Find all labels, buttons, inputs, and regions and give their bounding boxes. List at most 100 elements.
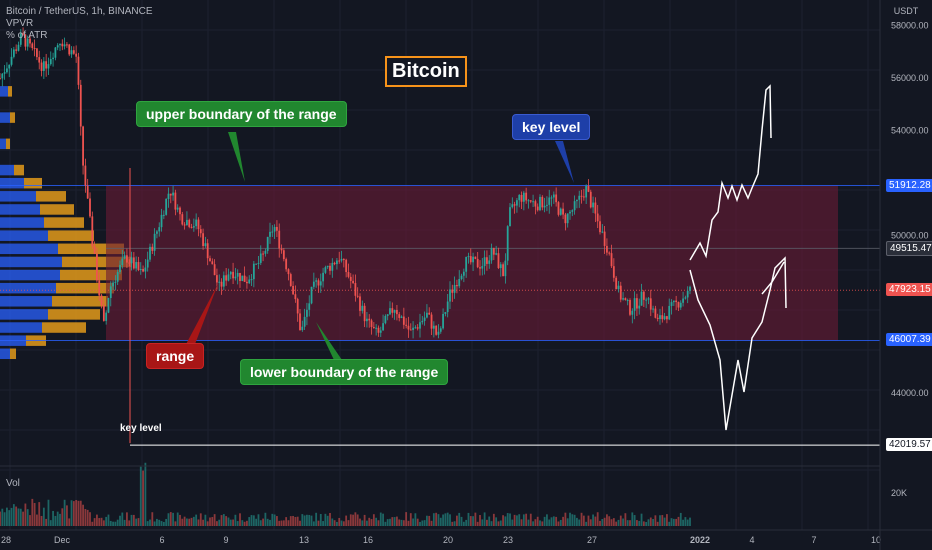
candle-body (576, 199, 578, 202)
candle-body (243, 275, 246, 282)
volume-bar (536, 516, 539, 526)
volume-bar (615, 521, 618, 526)
volume-bar (601, 518, 604, 526)
candle-body (416, 327, 419, 329)
volume-bar (61, 508, 64, 526)
candle-body (638, 305, 641, 309)
candle-body (460, 275, 463, 279)
candle-body (12, 49, 15, 57)
volume-bar (294, 516, 297, 526)
symbol-label[interactable]: Bitcoin / TetherUS, 1h, BINANCE (6, 6, 153, 17)
candle-body (354, 283, 357, 296)
volume-bar (278, 520, 281, 526)
volume-bar (661, 515, 664, 526)
volume-bar (206, 521, 209, 526)
volume-bar (421, 520, 424, 526)
candle-body (592, 202, 594, 208)
candle-body (303, 316, 306, 327)
candle-body (405, 324, 408, 326)
candle-body (204, 243, 207, 246)
candle-body (359, 296, 361, 311)
volume-tick-label: 20K (891, 488, 907, 498)
volume-bar (456, 515, 458, 526)
volume-bar (647, 519, 650, 526)
candle-body (234, 276, 237, 279)
volume-bar (347, 520, 350, 526)
chart-title: Bitcoin (385, 56, 467, 87)
volume-bar (492, 513, 495, 526)
volume-bar (573, 514, 576, 526)
candle-body (446, 301, 449, 313)
candle-body (472, 256, 474, 263)
volume-bar (389, 518, 391, 526)
volume-bar (349, 514, 352, 526)
indicator-vpvr[interactable]: VPVR (6, 18, 34, 29)
volume-bar (109, 520, 112, 526)
volume-bar (439, 517, 442, 526)
candle-body (301, 326, 304, 331)
volume-profile-sell (40, 204, 74, 215)
time-tick-label: 4 (749, 535, 754, 545)
volume-bar (345, 515, 348, 526)
candle-body (72, 50, 75, 54)
lower-callout-pointer (316, 322, 342, 360)
volume-profile-buy (0, 191, 36, 202)
candle-body (167, 193, 170, 199)
volume-bar (453, 521, 456, 526)
volume-bar (363, 514, 366, 526)
price-badge: 47923.15 (886, 283, 932, 297)
candle-body (156, 231, 158, 234)
candle-body (619, 285, 622, 300)
candle-body (114, 281, 117, 283)
volume-bar (96, 514, 98, 526)
volume-bar (375, 517, 378, 526)
volume-bar (617, 519, 620, 526)
volume-bar (241, 520, 244, 526)
volume-bar (576, 517, 578, 526)
candle-body (490, 247, 493, 261)
candle-body (299, 313, 301, 331)
volume-bar (70, 500, 73, 526)
candle-body (89, 198, 91, 217)
volume-bar (232, 519, 234, 526)
volume-bar (520, 519, 523, 526)
candle-body (689, 286, 691, 291)
indicator-atr[interactable]: % of ATR (6, 30, 48, 41)
candle-body (389, 308, 391, 315)
price-tick-label: 50000.00 (891, 231, 929, 241)
volume-bar (640, 513, 643, 526)
volume-bar (169, 512, 172, 526)
candle-body (121, 258, 124, 266)
volume-bar (100, 517, 103, 526)
candle-body (123, 255, 126, 259)
volume-bar (483, 512, 486, 526)
volume-bar (543, 516, 546, 526)
candle-body (36, 48, 38, 58)
candle-body (400, 316, 403, 318)
volume-bar (227, 517, 230, 526)
candle-body (469, 256, 472, 263)
volume-bar (391, 517, 394, 526)
volume-bar (525, 513, 528, 526)
volume-bar (612, 518, 615, 526)
volume-profile-buy (0, 309, 48, 320)
candle-body (269, 231, 271, 237)
candle-body (282, 250, 285, 260)
volume-label[interactable]: Vol (6, 478, 20, 489)
candle-body (56, 45, 59, 48)
volume-bar (82, 504, 84, 526)
volume-bar (465, 519, 468, 526)
volume-profile-buy (0, 296, 52, 307)
candle-body (287, 269, 290, 275)
volume-bar (216, 521, 218, 526)
candle-body (126, 255, 128, 263)
candle-body (310, 286, 313, 304)
volume-profile-buy (0, 164, 14, 176)
volume-bar (317, 520, 320, 526)
candle-body (236, 272, 239, 277)
volume-profile-sell (56, 282, 114, 294)
volume-bar (197, 519, 200, 526)
volume-bar (624, 513, 627, 526)
volume-bar (139, 466, 142, 526)
